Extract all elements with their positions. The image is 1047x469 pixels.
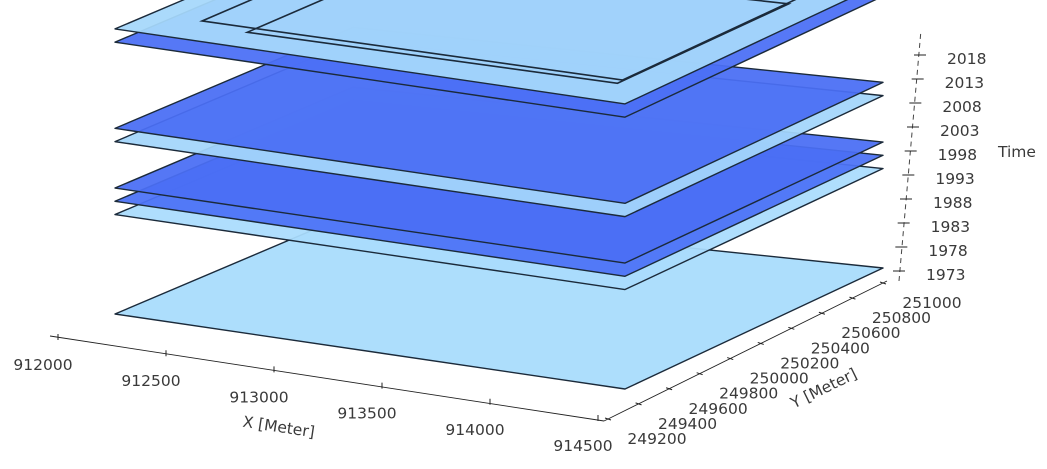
time-tick-label: 2003: [940, 122, 979, 140]
y-tick-label: 249400: [658, 415, 717, 433]
plane-2016: [114, 0, 849, 105]
time-tick-label: 1978: [928, 242, 967, 260]
y-tick-label: 250400: [811, 339, 870, 357]
time-tick-label: 1998: [938, 146, 977, 164]
y-tick-label: 249600: [689, 400, 748, 418]
time-tick-label: 1973: [926, 266, 965, 284]
planes-layer: [114, 0, 884, 390]
y-axis-line: [603, 280, 888, 422]
x-tick-label: 912000: [13, 356, 72, 374]
time-tick-label: 1983: [931, 218, 970, 236]
y-tick-mark: [757, 341, 764, 345]
x-tick-label: 912500: [121, 372, 180, 390]
y-tick-mark: [849, 296, 856, 300]
y-tick-mark: [665, 387, 673, 391]
x-tick-label: 913500: [337, 405, 396, 423]
y-tick-mark: [604, 417, 612, 421]
y-tick-mark: [818, 311, 826, 315]
x-axis-title: X [Meter]: [242, 413, 316, 442]
time-tick-label: 1988: [933, 194, 972, 212]
y-tick-label: 250800: [872, 309, 931, 327]
x-tick-label: 914000: [445, 421, 504, 439]
axes-layer: [49, 29, 926, 422]
y-tick-label: 251000: [902, 294, 961, 312]
y-tick-label: 250200: [780, 354, 839, 372]
x-axis-line: [49, 335, 605, 422]
y-tick-label: 249200: [627, 430, 686, 448]
x-tick-label: 914500: [553, 437, 612, 455]
contour-outline-0: [199, 0, 797, 81]
time-tick-label: 2008: [942, 98, 981, 116]
time-tick-label: 2013: [945, 74, 984, 92]
x-tick-label: 913000: [229, 388, 288, 406]
time-tick-label: 1993: [935, 170, 974, 188]
y-tick-mark: [879, 281, 887, 285]
y-tick-mark: [727, 357, 734, 361]
y-tick-mark: [635, 402, 642, 406]
y-tick-mark: [788, 326, 795, 330]
time-tick-label: 2018: [947, 50, 986, 68]
y-tick-label: 250000: [750, 370, 809, 388]
contour-outline-1: [244, 0, 792, 85]
time-axis-line: [898, 29, 922, 282]
time-axis-title: Time: [997, 143, 1036, 161]
y-tick-label: 249800: [719, 385, 778, 403]
y-tick-mark: [696, 372, 703, 376]
y-tick-label: 250600: [841, 324, 900, 342]
